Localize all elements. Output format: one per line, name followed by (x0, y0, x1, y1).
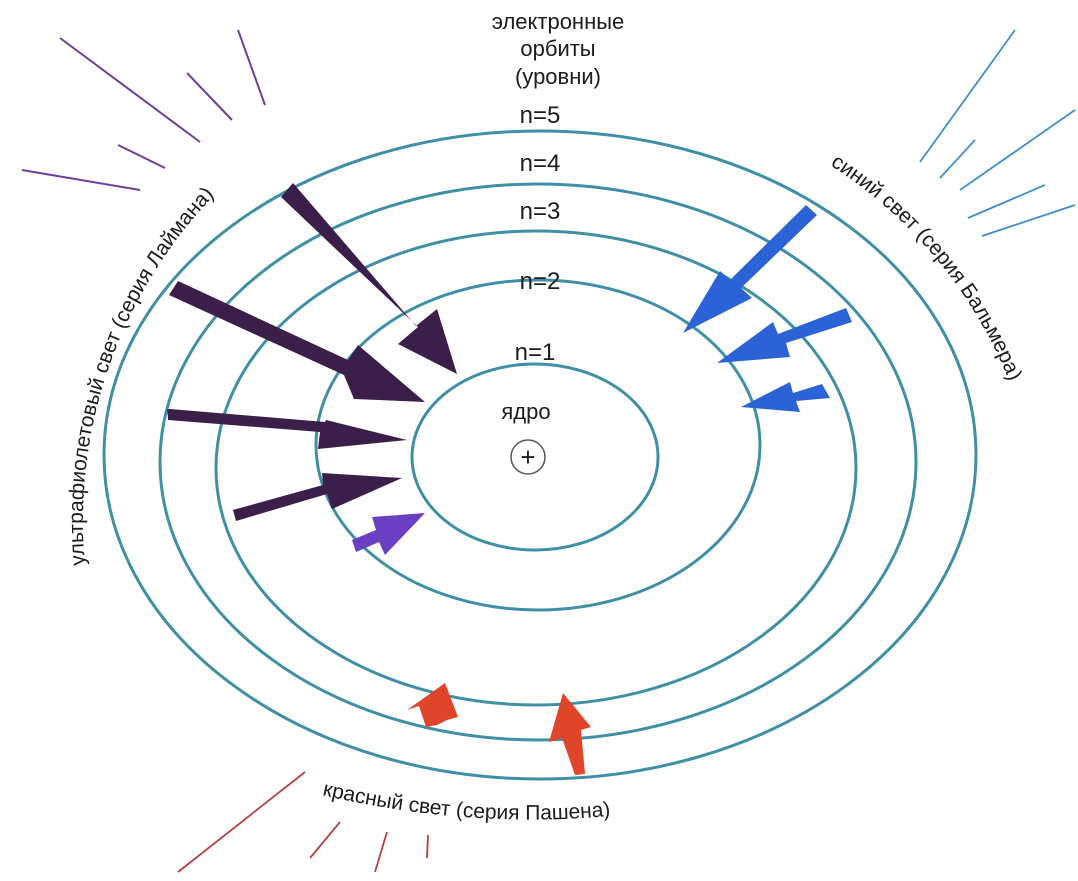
paschen-arrows (407, 683, 591, 775)
diagram-title: электронные орбиты (уровни) (492, 9, 625, 89)
balmer-arrows (683, 205, 852, 412)
arrow-3-to-1 (167, 409, 407, 449)
arrow-4-to-1 (169, 281, 425, 402)
title-line-3: (уровни) (515, 64, 601, 89)
ultraviolet-rays (21, 29, 266, 191)
orbit-n4 (158, 182, 918, 742)
balmer-series-label: синий свет (серия Бальмера) (827, 150, 1026, 384)
arrow-2-to-1-short (352, 513, 425, 555)
arrow-5-to-2 (683, 205, 817, 333)
arrow-5-to-3 (549, 693, 591, 775)
arrow-4-to-2 (717, 308, 852, 363)
arrow-2-to-1 (233, 473, 402, 521)
orbit-n1 (410, 362, 660, 552)
nucleus-circle (510, 439, 546, 475)
level-label-n3: n=3 (520, 198, 561, 225)
title-line-2: орбиты (520, 36, 595, 61)
arrow-3-to-2 (741, 382, 830, 412)
electron-orbits (102, 129, 978, 781)
level-labels: n=5 n=4 n=3 n=2 n=1 (515, 102, 561, 366)
lyman-arrows (167, 183, 457, 555)
paschen-series-label: красный свет (серия Пашена) (321, 777, 611, 824)
level-label-n5: n=5 (520, 102, 561, 129)
blue-rays (919, 29, 1076, 237)
level-label-n2: n=2 (520, 268, 561, 295)
nucleus-plus-icon: + (520, 442, 535, 472)
arrow-4-to-3 (407, 683, 458, 727)
level-label-n4: n=4 (520, 150, 561, 177)
red-rays (177, 771, 429, 873)
nucleus-label: ядро (501, 399, 550, 424)
lyman-series-label: ультрафиолетовый свет (серия Лаймана) (65, 183, 218, 567)
level-label-n1: n=1 (515, 339, 556, 366)
nucleus: ядро + (501, 399, 551, 475)
title-line-1: электронные (492, 9, 625, 34)
orbit-n5 (102, 129, 978, 781)
arrow-5-to-1 (281, 183, 457, 374)
orbit-n2 (314, 278, 762, 612)
orbit-n3 (214, 229, 858, 707)
